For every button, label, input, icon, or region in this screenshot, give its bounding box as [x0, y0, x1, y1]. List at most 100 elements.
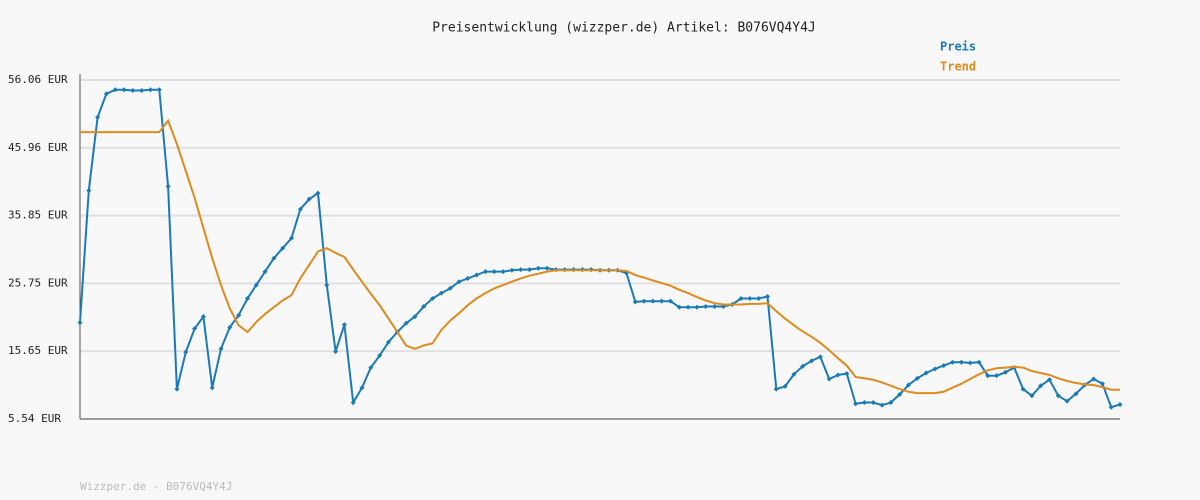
- point-marker: [897, 391, 903, 397]
- point-marker: [130, 87, 136, 93]
- point-marker: [773, 386, 779, 392]
- point-marker: [200, 314, 206, 320]
- point-marker: [509, 267, 515, 273]
- chart-title: Preisentwicklung (wizzper.de) Artikel: B…: [432, 21, 816, 36]
- point-marker: [1038, 383, 1044, 389]
- point-marker: [914, 375, 920, 381]
- point-marker: [333, 348, 339, 354]
- point-marker: [950, 359, 956, 365]
- point-marker: [324, 282, 330, 288]
- point-marker: [377, 353, 383, 359]
- point-marker: [632, 299, 638, 305]
- point-marker: [870, 399, 876, 405]
- point-marker: [905, 382, 911, 388]
- y-tick-label: 35.85 EUR: [8, 209, 68, 222]
- point-marker: [817, 354, 823, 360]
- point-marker: [659, 298, 665, 304]
- point-marker: [77, 320, 83, 326]
- point-marker: [826, 376, 832, 382]
- point-marker: [297, 206, 303, 212]
- point-marker: [368, 365, 374, 371]
- point-marker: [474, 272, 480, 278]
- point-marker: [844, 371, 850, 377]
- point-marker: [985, 373, 991, 379]
- point-marker: [694, 304, 700, 310]
- point-marker: [465, 275, 471, 281]
- point-marker: [1064, 398, 1070, 404]
- point-marker: [1091, 376, 1097, 382]
- point-marker: [262, 269, 268, 275]
- y-tick-label: 56.06 EUR: [8, 73, 68, 86]
- point-marker: [1117, 402, 1123, 408]
- y-tick-label: 5.54 EUR: [8, 412, 61, 425]
- point-marker: [421, 304, 427, 310]
- point-marker: [958, 359, 964, 365]
- point-marker: [756, 295, 762, 301]
- point-marker: [280, 245, 286, 251]
- point-marker: [809, 358, 815, 364]
- point-marker: [932, 366, 938, 372]
- point-marker: [209, 385, 215, 391]
- point-marker: [976, 359, 982, 365]
- point-marker: [1055, 393, 1061, 399]
- point-marker: [165, 183, 171, 189]
- point-marker: [650, 298, 656, 304]
- point-marker: [535, 265, 541, 271]
- y-tick-label: 45.96 EUR: [8, 141, 68, 154]
- point-marker: [192, 326, 198, 332]
- point-marker: [941, 363, 947, 369]
- point-marker: [861, 399, 867, 405]
- point-marker: [853, 401, 859, 407]
- point-marker: [174, 386, 180, 392]
- point-marker: [1029, 393, 1035, 399]
- point-marker: [491, 269, 497, 275]
- legend-entry: Preis: [940, 40, 976, 54]
- point-marker: [641, 298, 647, 304]
- point-marker: [879, 402, 885, 408]
- point-marker: [244, 295, 250, 301]
- series-line: [80, 118, 1120, 395]
- point-marker: [412, 314, 418, 320]
- point-marker: [1002, 369, 1008, 375]
- point-marker: [148, 87, 154, 93]
- point-marker: [791, 371, 797, 377]
- point-marker: [236, 312, 242, 318]
- point-marker: [888, 399, 894, 405]
- point-marker: [315, 190, 321, 196]
- point-marker: [271, 255, 277, 261]
- point-marker: [306, 196, 312, 202]
- point-marker: [103, 91, 109, 97]
- point-marker: [456, 279, 462, 285]
- point-marker: [685, 304, 691, 310]
- point-marker: [139, 87, 145, 93]
- point-marker: [738, 295, 744, 301]
- point-marker: [385, 339, 391, 345]
- point-marker: [764, 293, 770, 299]
- point-marker: [500, 269, 506, 275]
- point-marker: [482, 269, 488, 275]
- point-marker: [967, 360, 973, 366]
- point-marker: [403, 320, 409, 326]
- point-marker: [359, 385, 365, 391]
- point-marker: [703, 304, 709, 310]
- point-marker: [183, 349, 189, 355]
- point-marker: [676, 304, 682, 310]
- point-marker: [350, 399, 356, 405]
- point-marker: [747, 295, 753, 301]
- point-marker: [544, 265, 550, 271]
- point-marker: [668, 298, 674, 304]
- point-marker: [835, 372, 841, 378]
- point-marker: [95, 114, 101, 120]
- point-marker: [1020, 386, 1026, 392]
- point-marker: [1108, 404, 1114, 410]
- point-marker: [1073, 391, 1079, 397]
- point-marker: [923, 370, 929, 376]
- point-marker: [800, 363, 806, 369]
- point-marker: [112, 87, 118, 93]
- point-marker: [994, 373, 1000, 379]
- point-marker: [341, 322, 347, 328]
- point-marker: [156, 87, 162, 93]
- point-marker: [782, 383, 788, 389]
